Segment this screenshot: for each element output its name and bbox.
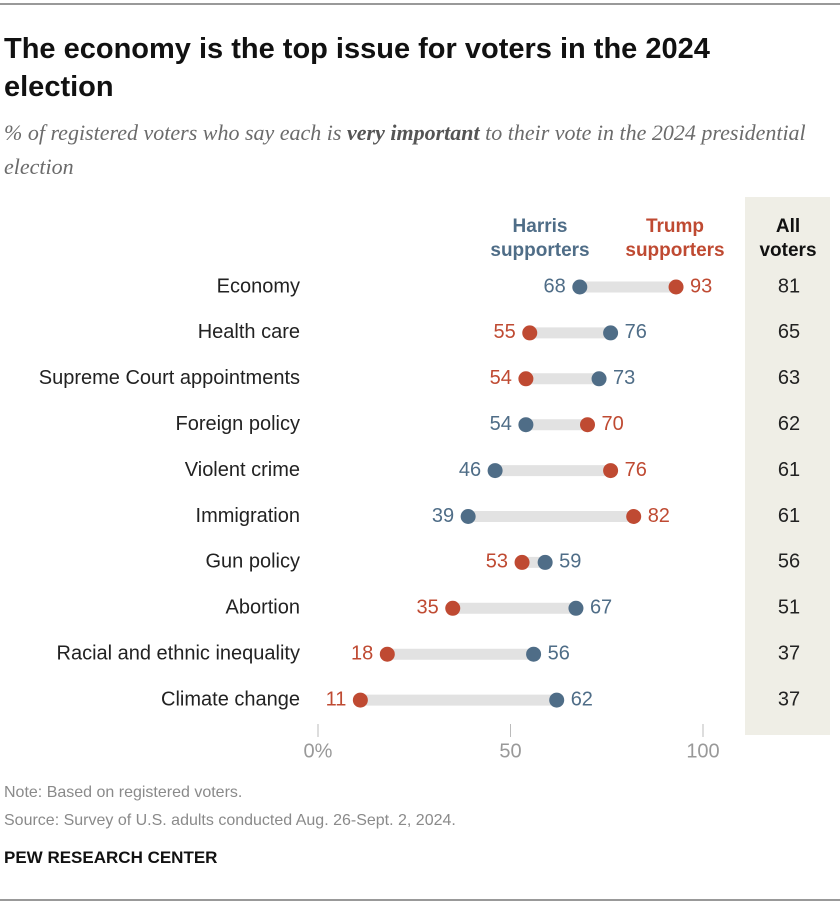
value-label: 39	[432, 505, 454, 527]
category-label: Racial and ethnic inequality	[57, 642, 301, 664]
dot	[668, 279, 684, 295]
all-voters-value: 61	[778, 459, 800, 481]
subtitle-emphasis: very important	[346, 120, 480, 145]
footer: PEW RESEARCH CENTER	[4, 848, 218, 867]
dot	[626, 509, 642, 524]
dot	[572, 279, 588, 295]
dot	[518, 417, 534, 433]
column-background	[745, 197, 830, 735]
category-label: Foreign policy	[175, 413, 300, 435]
chart-title: The economy is the top issue for voters …	[4, 33, 710, 103]
dot	[487, 463, 503, 479]
all-voters-value: 63	[778, 367, 800, 389]
value-label: 82	[648, 505, 670, 527]
category-label: Economy	[217, 275, 300, 297]
dot	[445, 600, 461, 616]
legend-entry: Trump supporters	[625, 216, 725, 261]
all-voters-value: 62	[778, 413, 800, 435]
category-label: Immigration	[196, 505, 300, 527]
all-voters-value: 37	[778, 642, 800, 664]
dot	[591, 371, 607, 387]
value-label: 76	[625, 321, 647, 343]
category-label: Abortion	[226, 597, 301, 619]
value-label: 56	[548, 642, 570, 664]
x-tick-label: 0%	[304, 740, 333, 762]
value-label: 73	[613, 367, 635, 389]
all-voters-value: 61	[778, 505, 800, 527]
category-label: Gun policy	[206, 551, 301, 573]
column-header: All voters	[759, 216, 817, 261]
value-label: 54	[490, 367, 512, 389]
value-label: 67	[590, 597, 612, 619]
value-label: 76	[625, 459, 647, 481]
dot	[568, 600, 584, 616]
x-tick-label: 50	[499, 740, 521, 762]
source: Source: Survey of U.S. adults conducted …	[4, 812, 456, 829]
value-label: 53	[486, 551, 508, 573]
value-label: 68	[544, 275, 566, 297]
legend-entry: Harris supporters	[490, 216, 590, 261]
dot	[518, 371, 534, 387]
note: Note: Based on registered voters.	[4, 784, 243, 801]
value-label: 18	[351, 642, 373, 664]
x-tick-label: 100	[686, 740, 719, 762]
value-label: 11	[326, 688, 347, 710]
dot	[379, 646, 395, 662]
value-label: 54	[490, 413, 512, 435]
subtitle-text: to their vote in the 2024 presidential e…	[4, 120, 806, 179]
dot	[514, 554, 530, 570]
all-voters-value: 37	[778, 688, 800, 710]
dot	[603, 463, 619, 479]
category-label: Violent crime	[185, 459, 300, 481]
all-voters-value: 56	[778, 551, 800, 573]
value-label: 46	[459, 459, 481, 481]
chart-subtitle: % of registered voters who say each is v…	[4, 116, 824, 184]
all-voters-value: 51	[778, 597, 800, 619]
value-label: 93	[690, 275, 712, 297]
dot	[537, 554, 553, 570]
dot	[352, 692, 368, 708]
dot	[580, 417, 595, 433]
value-label: 35	[417, 597, 439, 619]
category-label: Climate change	[161, 688, 300, 710]
category-label: Health care	[198, 321, 300, 343]
value-label: 59	[559, 551, 581, 573]
all-voters-value: 81	[778, 275, 800, 297]
subtitle-text: % of registered voters who say each is	[4, 120, 347, 145]
dot	[549, 692, 565, 708]
value-label: 62	[571, 688, 593, 710]
value-label: 70	[602, 413, 624, 435]
all-voters-value: 65	[778, 321, 800, 343]
dot	[460, 509, 476, 524]
value-label: 55	[494, 321, 516, 343]
category-label: Supreme Court appointments	[39, 367, 300, 389]
dot	[603, 325, 619, 341]
dot	[522, 325, 538, 341]
dot	[526, 646, 542, 662]
